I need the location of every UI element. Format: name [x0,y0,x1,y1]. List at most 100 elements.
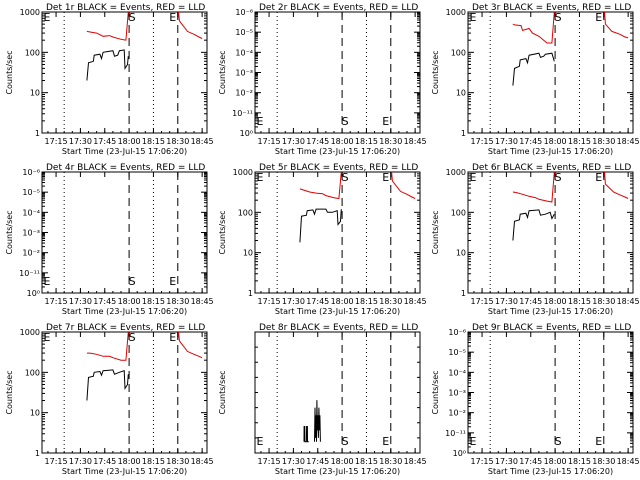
x-tick-label: 17:45 [519,457,542,466]
x-tick-label: 18:00 [331,137,354,146]
y-tick-label: 10 [30,89,40,98]
y-axis-label: Counts/sec [218,50,227,94]
x-tick-label: 18:00 [331,457,354,466]
x-tick-label: 17:15 [471,137,494,146]
detector-panel-2: Det 2r BLACK = Events, RED = LLD 17:15 17:… [218,3,427,156]
x-tick-label: 17:15 [45,297,68,306]
panel-title: Det 5r BLACK = Events, RED = LLD [259,163,418,173]
x-tick-label: 18:45 [617,137,640,146]
y-axis-label: Counts/sec [218,370,227,414]
e-marker-left-label: E [470,435,477,448]
x-tick-label: 18:30 [166,137,189,146]
panel-title: Det 4r BLACK = Events, RED = LLD [46,163,205,173]
x-tick-label: 18:45 [617,457,640,466]
y-tick-label: 10⁻⁴ [22,208,40,217]
y-tick-label: 100 [451,208,466,217]
series-line-1 [299,208,342,243]
plot-frame [467,11,634,134]
s-marker-label: S [342,435,349,448]
s-marker-label: S [129,331,136,344]
x-tick-label: 17:15 [471,457,494,466]
y-tick-label: 1000 [446,8,466,17]
y-axis-label: Counts/sec [5,50,14,94]
s-marker-label: S [555,171,562,184]
x-axis-label: Start Time (23-Jul-15 17:06:20) [488,467,613,476]
x-axis-label: Start Time (23-Jul-15 17:06:20) [62,467,187,476]
x-tick-label: 17:30 [495,457,518,466]
y-axis-label: Counts/sec [218,210,227,254]
e-marker-label: E [169,331,176,344]
panel-title: Det 3r BLACK = Events, RED = LLD [472,3,631,13]
y-tick-label: 10⁻⁵ [235,28,253,37]
y-tick-label: 10⁻⁶ [235,8,253,17]
e-marker-left-label: E [44,275,51,288]
y-axis-label: Counts/sec [431,210,440,254]
y-tick-label: 100 [451,48,466,57]
y-tick-label: 1000 [20,328,40,337]
y-axis-label: Counts/sec [431,370,440,414]
series-line-3 [604,11,629,39]
x-axis-label: Start Time (23-Jul-15 17:06:20) [488,147,613,156]
y-tick-label: 100 [25,48,40,57]
y-tick-label: 10⁻² [22,249,40,258]
e-marker-left-label: E [470,11,477,24]
x-tick-label: 18:30 [166,297,189,306]
plot-frame [467,331,634,454]
x-tick-label: 17:30 [69,457,92,466]
x-tick-label: 17:45 [519,297,542,306]
series-line-1 [86,369,129,401]
x-tick-label: 18:15 [142,457,165,466]
plot-frame [254,171,421,294]
x-tick-label: 18:15 [355,457,378,466]
x-tick-label: 18:45 [404,457,427,466]
x-tick-label: 18:45 [191,137,214,146]
y-tick-label: 1 [35,449,40,458]
e-marker-label: E [595,11,602,24]
y-tick-label: 10⁻² [448,409,466,418]
x-tick-label: 18:00 [118,297,141,306]
x-tick-label: 17:45 [306,297,329,306]
y-tick-label: 10⁰ [27,289,40,298]
x-tick-label: 18:00 [544,297,567,306]
x-tick-label: 18:30 [166,457,189,466]
detector-panel-4: Det 4r BLACK = Events, RED = LLD 17:15 17:… [5,163,214,316]
x-tick-label: 18:45 [191,297,214,306]
y-tick-label: 10⁻⁵ [22,188,40,197]
e-marker-label: E [382,171,389,184]
x-tick-label: 17:30 [495,297,518,306]
y-tick-label: 1 [461,289,466,298]
e-marker-left-label: E [44,331,51,344]
s-marker-label: S [342,171,349,184]
panel-title: Det 2r BLACK = Events, RED = LLD [259,3,418,13]
y-tick-label: 10 [243,249,253,258]
x-tick-label: 17:45 [306,457,329,466]
y-tick-label: 10⁰ [240,129,253,138]
x-tick-label: 18:15 [568,457,591,466]
x-axis-label: Start Time (23-Jul-15 17:06:20) [62,307,187,316]
x-tick-label: 18:45 [404,297,427,306]
x-tick-label: 18:30 [592,457,615,466]
y-tick-label: 1 [461,129,466,138]
s-marker-label: S [129,11,136,24]
y-tick-label: 10 [456,249,466,258]
y-tick-label: 1 [35,129,40,138]
x-tick-label: 17:15 [258,137,281,146]
x-tick-label: 17:30 [282,457,305,466]
plot-frame [41,11,208,134]
x-tick-label: 17:30 [69,297,92,306]
x-tick-label: 18:15 [355,297,378,306]
y-axis-label: Counts/sec [431,50,440,94]
x-tick-label: 17:30 [282,297,305,306]
x-tick-label: 17:30 [69,137,92,146]
y-tick-label: 10⁰ [453,449,466,458]
x-tick-label: 17:30 [282,137,305,146]
series-line-3 [178,331,203,359]
x-tick-label: 18:15 [142,297,165,306]
y-tick-label: 1000 [446,168,466,177]
panel-title: Det 1r BLACK = Events, RED = LLD [46,3,205,13]
